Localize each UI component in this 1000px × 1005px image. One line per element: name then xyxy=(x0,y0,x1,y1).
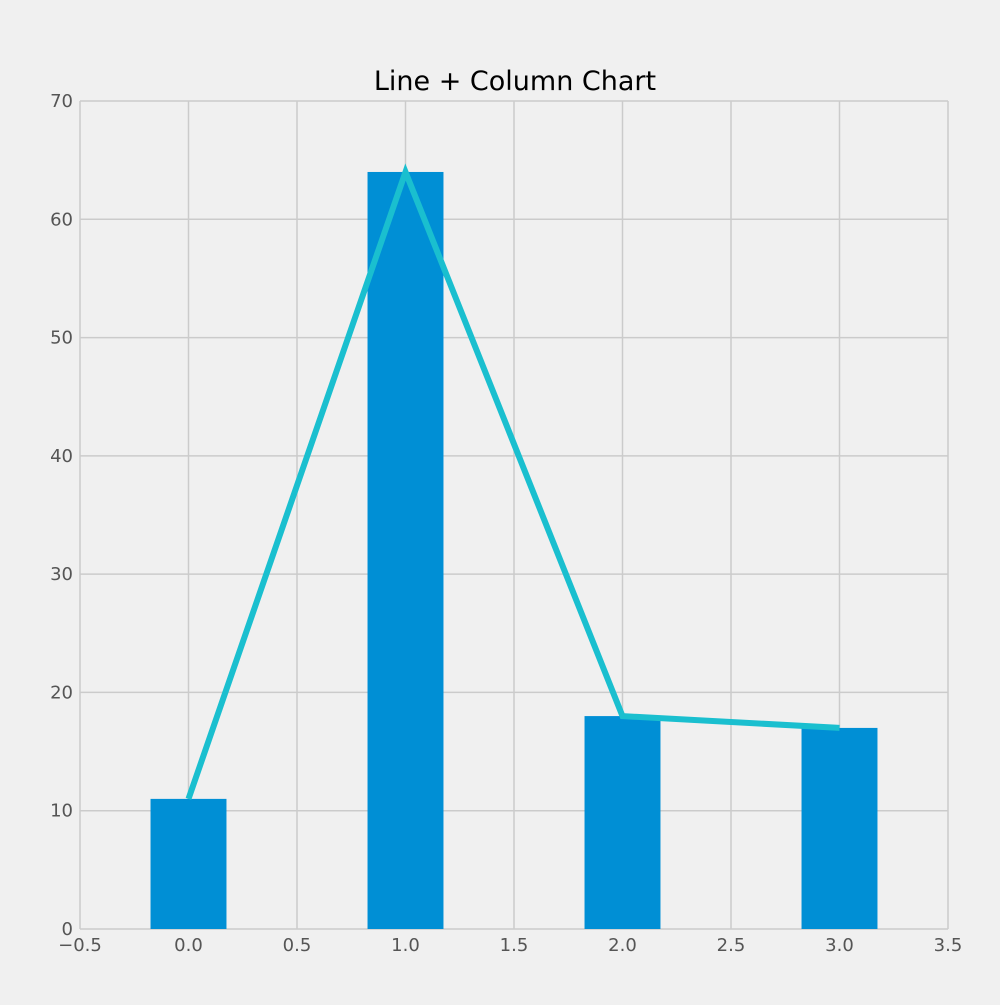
y-tick-label: 10 xyxy=(50,801,73,822)
y-tick-label: 50 xyxy=(50,328,73,349)
x-tick-label: 3.0 xyxy=(825,935,854,956)
x-tick-label: 1.0 xyxy=(391,935,420,956)
bar xyxy=(801,727,878,929)
y-tick-label: 20 xyxy=(50,682,73,703)
x-tick-label: 2.0 xyxy=(608,935,637,956)
x-tick-label: 1.5 xyxy=(500,935,529,956)
y-tick-label: 30 xyxy=(50,564,73,585)
x-tick-label: 0.5 xyxy=(283,935,312,956)
x-tick-label: 3.5 xyxy=(934,935,963,956)
y-tick-label: 40 xyxy=(50,446,73,467)
y-tick-label: 60 xyxy=(50,209,73,230)
series-line xyxy=(185,163,840,800)
x-tick-label: 2.5 xyxy=(717,935,746,956)
bar xyxy=(150,798,227,929)
x-tick-label: −0.5 xyxy=(58,935,102,956)
x-axis-ticks: −0.5 0.0 0.5 1.0 1.5 2.0 2.5 3.0 3.5 xyxy=(58,935,962,956)
x-tick-label: 0.0 xyxy=(174,935,203,956)
y-tick-label: 70 xyxy=(50,91,73,112)
chart-title: Line + Column Chart xyxy=(373,66,657,97)
bar xyxy=(584,716,661,929)
y-tick-label: 0 xyxy=(62,919,73,940)
bar xyxy=(367,171,444,929)
line-series xyxy=(185,163,840,800)
bar-series xyxy=(150,171,878,929)
y-axis-ticks: 0 10 20 30 40 50 60 70 xyxy=(50,91,73,940)
